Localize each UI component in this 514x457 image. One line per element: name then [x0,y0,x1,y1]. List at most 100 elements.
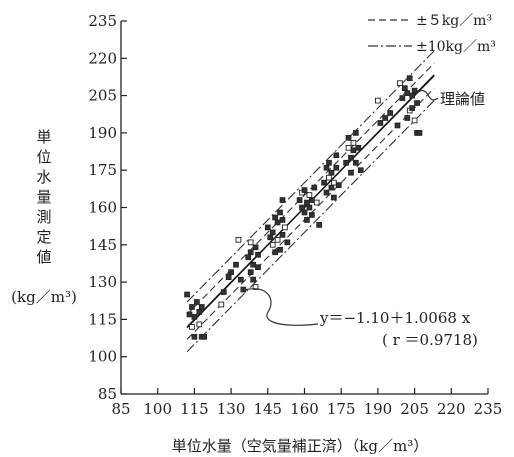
data-point [353,130,359,136]
data-point [316,222,323,228]
legend-label-5: ±５kg／m³ [416,13,492,29]
data-point [411,87,418,94]
data-point [343,159,349,166]
data-point [348,169,354,176]
y-axis-label-char: 値 [36,248,51,266]
data-point [184,291,190,298]
data-point [279,217,286,223]
data-points [184,75,423,340]
y-tick-label: 85 [98,385,117,403]
data-point [335,182,342,188]
data-point [279,197,286,203]
data-point [414,100,420,106]
data-point [255,264,261,271]
data-point [193,299,200,305]
data-point [228,269,234,276]
data-point [196,309,203,315]
data-point [201,333,208,340]
data-point [331,194,337,201]
data-point [301,187,308,193]
data-point [345,135,352,141]
data-point [274,219,281,226]
data-point [416,130,423,136]
data-point [409,92,416,99]
data-point [321,179,327,186]
data-point [233,261,239,268]
regression-annotation: y＝−1.10＋1.0068 x ( r ＝0.9718) [243,288,478,349]
data-point [406,75,413,82]
data-point [350,147,357,154]
data-point [245,254,252,261]
data-point [348,154,354,161]
data-point [326,174,332,181]
data-point [404,115,411,121]
x-tick-label: 160 [290,400,319,418]
data-point [328,184,335,191]
y-tick-label: 205 [88,87,117,105]
data-point [247,249,254,256]
y-tick-label: 220 [88,49,117,67]
data-point [279,232,286,238]
y-axis-unit: (kg／m³) [11,288,77,306]
y-tick-label: 115 [88,310,117,328]
data-point [189,304,195,310]
y-tick-label: 175 [88,161,117,179]
data-point [313,199,320,206]
y-axis-label-char: 定 [36,228,51,246]
data-point [326,159,332,166]
data-point [304,217,310,223]
data-point [269,241,276,248]
legend: ±５kg／m³ ±10kg／m³ [368,13,496,55]
data-point [394,122,401,129]
theory-label: 理論値 [440,90,485,108]
data-point [304,199,310,206]
data-point [272,214,278,221]
data-point [299,204,305,211]
y-axis-label-char: 水 [36,168,51,186]
data-point [331,179,337,186]
data-point [225,274,232,280]
data-point [397,80,403,87]
data-point [306,192,313,198]
data-point [189,324,195,330]
y-axis-label-char: 単 [36,128,51,146]
data-point [399,95,406,101]
theory-annotation: 理論値 [417,89,485,108]
regression-pointer [243,288,319,326]
x-tick-label: 85 [111,400,130,418]
y-tick-label: 130 [88,273,117,291]
data-point [377,120,384,126]
x-tick-labels: 85 100 115 130 145 160 175 190 205 220 235 [111,400,502,418]
x-tick-label: 175 [327,400,356,418]
data-point [250,261,256,268]
data-point [375,97,381,104]
x-tick-label: 130 [217,400,246,418]
data-point [328,169,335,176]
data-point [247,239,254,246]
data-point [401,85,408,91]
data-point [382,115,389,121]
data-point [250,276,256,283]
theory-pointer [417,89,439,101]
x-tick-label: 220 [437,400,466,418]
data-point [350,139,357,146]
y-tick-label: 235 [88,12,117,30]
data-point [264,224,271,231]
x-tick-label: 100 [143,400,172,418]
plus-5-line [186,62,435,315]
data-point [282,224,288,231]
x-tick-label: 190 [364,400,393,418]
data-point [308,212,315,218]
data-point [345,144,352,151]
data-point [235,236,242,243]
data-point [277,246,283,253]
x-tick-label: 115 [180,400,209,418]
data-point [333,164,340,171]
data-point [306,204,313,211]
data-point [308,197,315,203]
data-point [252,284,259,290]
data-point [277,209,283,216]
y-axis-label-char: 測 [36,208,51,226]
data-point [220,289,227,295]
data-point [252,244,259,251]
